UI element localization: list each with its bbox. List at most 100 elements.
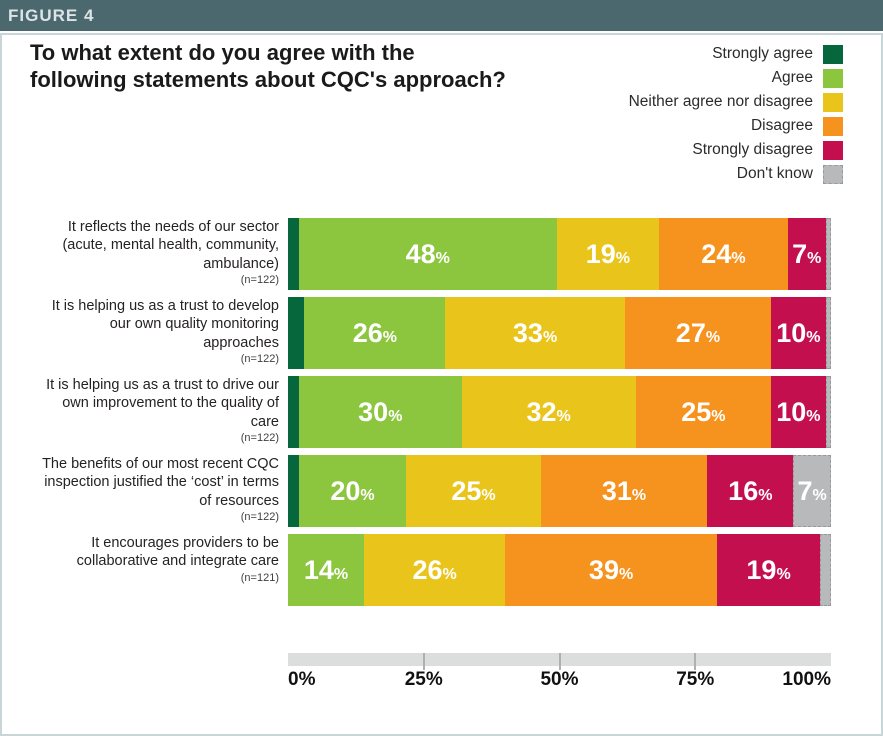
legend-label: Agree [771, 69, 813, 86]
bar-category: The benefits of our most recent CQC insp… [30, 455, 288, 527]
legend-label: Strongly agree [712, 45, 813, 62]
bar-row: It is helping us as a trust to develop o… [30, 297, 835, 369]
bar-segment-neither: 33% [445, 297, 625, 369]
bar-segment-value: 10% [776, 396, 821, 427]
bar-segment-strongly_agree [288, 297, 305, 369]
bar-segment-value: 16% [728, 475, 773, 506]
bar-segment-neither: 26% [364, 534, 506, 606]
bar-track: 30% 32% 25% 10% [288, 376, 831, 448]
bar-category-label: The benefits of our most recent CQC insp… [42, 456, 279, 509]
x-axis: 0% 25% 50% 75% 100% [288, 653, 831, 695]
bar-track: 20% 25% 31% 16% 7% [288, 455, 831, 527]
figure-header: FIGURE 4 [0, 0, 883, 31]
bar-sample-size: (n=122) [240, 510, 279, 523]
bar-segment-value: 7% [792, 238, 822, 269]
legend-swatch-icon [823, 92, 843, 112]
chart-title: To what extent do you agree with the fol… [30, 40, 610, 94]
legend-label: Don't know [736, 165, 813, 182]
bar-segment-disagree: 39% [505, 534, 717, 606]
bar-segment-value: 19% [585, 238, 630, 269]
x-axis-tick-label: 0% [288, 669, 316, 690]
x-axis-tick-label: 75% [676, 669, 715, 690]
legend-item-disagree: Disagree [629, 116, 843, 136]
bar-segment-agree: 20% [298, 455, 407, 527]
bar-row: It reflects the needs of our sector (acu… [30, 218, 835, 290]
bar-segment-dont_know: 7% [793, 455, 831, 527]
bar-segment-value: 27% [675, 317, 721, 348]
bar-segment-neither: 19% [556, 218, 659, 290]
bar-segment-dont_know [825, 297, 831, 369]
bar-segment-dont_know [820, 534, 831, 606]
bar-segment-value: 33% [512, 317, 558, 348]
bar-segment-value: 26% [352, 317, 397, 348]
bar-row: It encourages providers to be collaborat… [30, 534, 835, 606]
bar-segment-strongly_disagree: 16% [707, 455, 794, 527]
bar-segment-strongly_disagree: 10% [771, 297, 826, 369]
bar-segment-value: 30% [358, 396, 403, 427]
bar-sample-size: (n=122) [240, 352, 279, 365]
bar-category: It is helping us as a trust to develop o… [30, 297, 288, 369]
bar-segment-disagree: 27% [624, 297, 772, 369]
bar-segment-dont_know [825, 376, 831, 448]
bar-segment-strongly_agree [288, 455, 299, 527]
bar-track: 14% 26% 39% 19% [288, 534, 831, 606]
bar-category-label: It encourages providers to be collaborat… [76, 535, 279, 570]
bar-segment-agree: 14% [288, 534, 365, 606]
bar-category: It encourages providers to be collaborat… [30, 534, 288, 606]
bar-segment-value: 48% [405, 238, 450, 269]
bar-segment-disagree: 31% [540, 455, 708, 527]
bar-track: 48% 19% 24% 7% [288, 218, 831, 290]
chart-title-line1: To what extent do you agree with the [30, 40, 415, 65]
legend-label: Neither agree nor disagree [628, 93, 813, 110]
bar-sample-size: (n=122) [240, 431, 279, 444]
bar-sample-size: (n=121) [240, 571, 279, 584]
legend-label: Strongly disagree [692, 141, 813, 158]
bar-category-label: It reflects the needs of our sector (acu… [62, 219, 279, 272]
bar-segment-disagree: 24% [658, 218, 788, 290]
bar-segment-agree: 26% [304, 297, 446, 369]
x-axis-tick-label: 25% [404, 669, 443, 690]
legend-swatch-icon [823, 68, 843, 88]
bar-segment-strongly_disagree: 19% [716, 534, 821, 606]
bar-segment-value: 25% [451, 475, 496, 506]
legend-swatch-icon [823, 44, 843, 64]
legend-item-dont_know: Don't know [629, 164, 843, 184]
legend: Strongly agree Agree Neither agree nor dis… [629, 44, 843, 184]
bar-segment-strongly_disagree: 7% [787, 218, 826, 290]
x-axis-track [288, 653, 831, 670]
bar-segment-value: 32% [526, 396, 571, 427]
bar-segment-value: 7% [797, 475, 827, 506]
legend-item-agree: Agree [629, 68, 843, 88]
bar-sample-size: (n=122) [240, 273, 279, 286]
bar-segment-value: 24% [701, 238, 746, 269]
bar-segment-neither: 25% [406, 455, 541, 527]
bar-segment-value: 26% [412, 554, 457, 585]
legend-label: Disagree [750, 117, 813, 134]
bar-segment-value: 19% [746, 554, 791, 585]
bar-category-label: It is helping us as a trust to develop o… [51, 298, 279, 351]
bar-segment-agree: 30% [298, 376, 462, 448]
legend-item-strongly_agree: Strongly agree [629, 44, 843, 64]
bar-segment-strongly_agree [288, 218, 299, 290]
bar-category: It is helping us as a trust to drive our… [30, 376, 288, 448]
bar-segment-disagree: 25% [635, 376, 772, 448]
legend-item-neither: Neither agree nor disagree [629, 92, 843, 112]
x-axis-tick [694, 653, 697, 670]
bar-segment-value: 10% [776, 317, 821, 348]
x-axis-tick [558, 653, 561, 670]
bar-segment-strongly_disagree: 10% [771, 376, 826, 448]
x-axis-tick-label: 50% [540, 669, 579, 690]
bar-segment-dont_know [825, 218, 831, 290]
legend-swatch-icon [823, 164, 843, 184]
x-axis-labels: 0% 25% 50% 75% 100% [288, 669, 831, 695]
legend-swatch-icon [823, 140, 843, 160]
bar-row: It is helping us as a trust to drive our… [30, 376, 835, 448]
bar-segment-value: 25% [681, 396, 726, 427]
figure-label: FIGURE 4 [8, 5, 95, 25]
bar-segment-strongly_agree [288, 376, 299, 448]
bar-segment-value: 39% [588, 554, 634, 585]
legend-item-strongly_disagree: Strongly disagree [629, 140, 843, 160]
bar-segment-agree: 48% [298, 218, 557, 290]
chart-title-line2: following statements about CQC's approac… [30, 66, 506, 92]
